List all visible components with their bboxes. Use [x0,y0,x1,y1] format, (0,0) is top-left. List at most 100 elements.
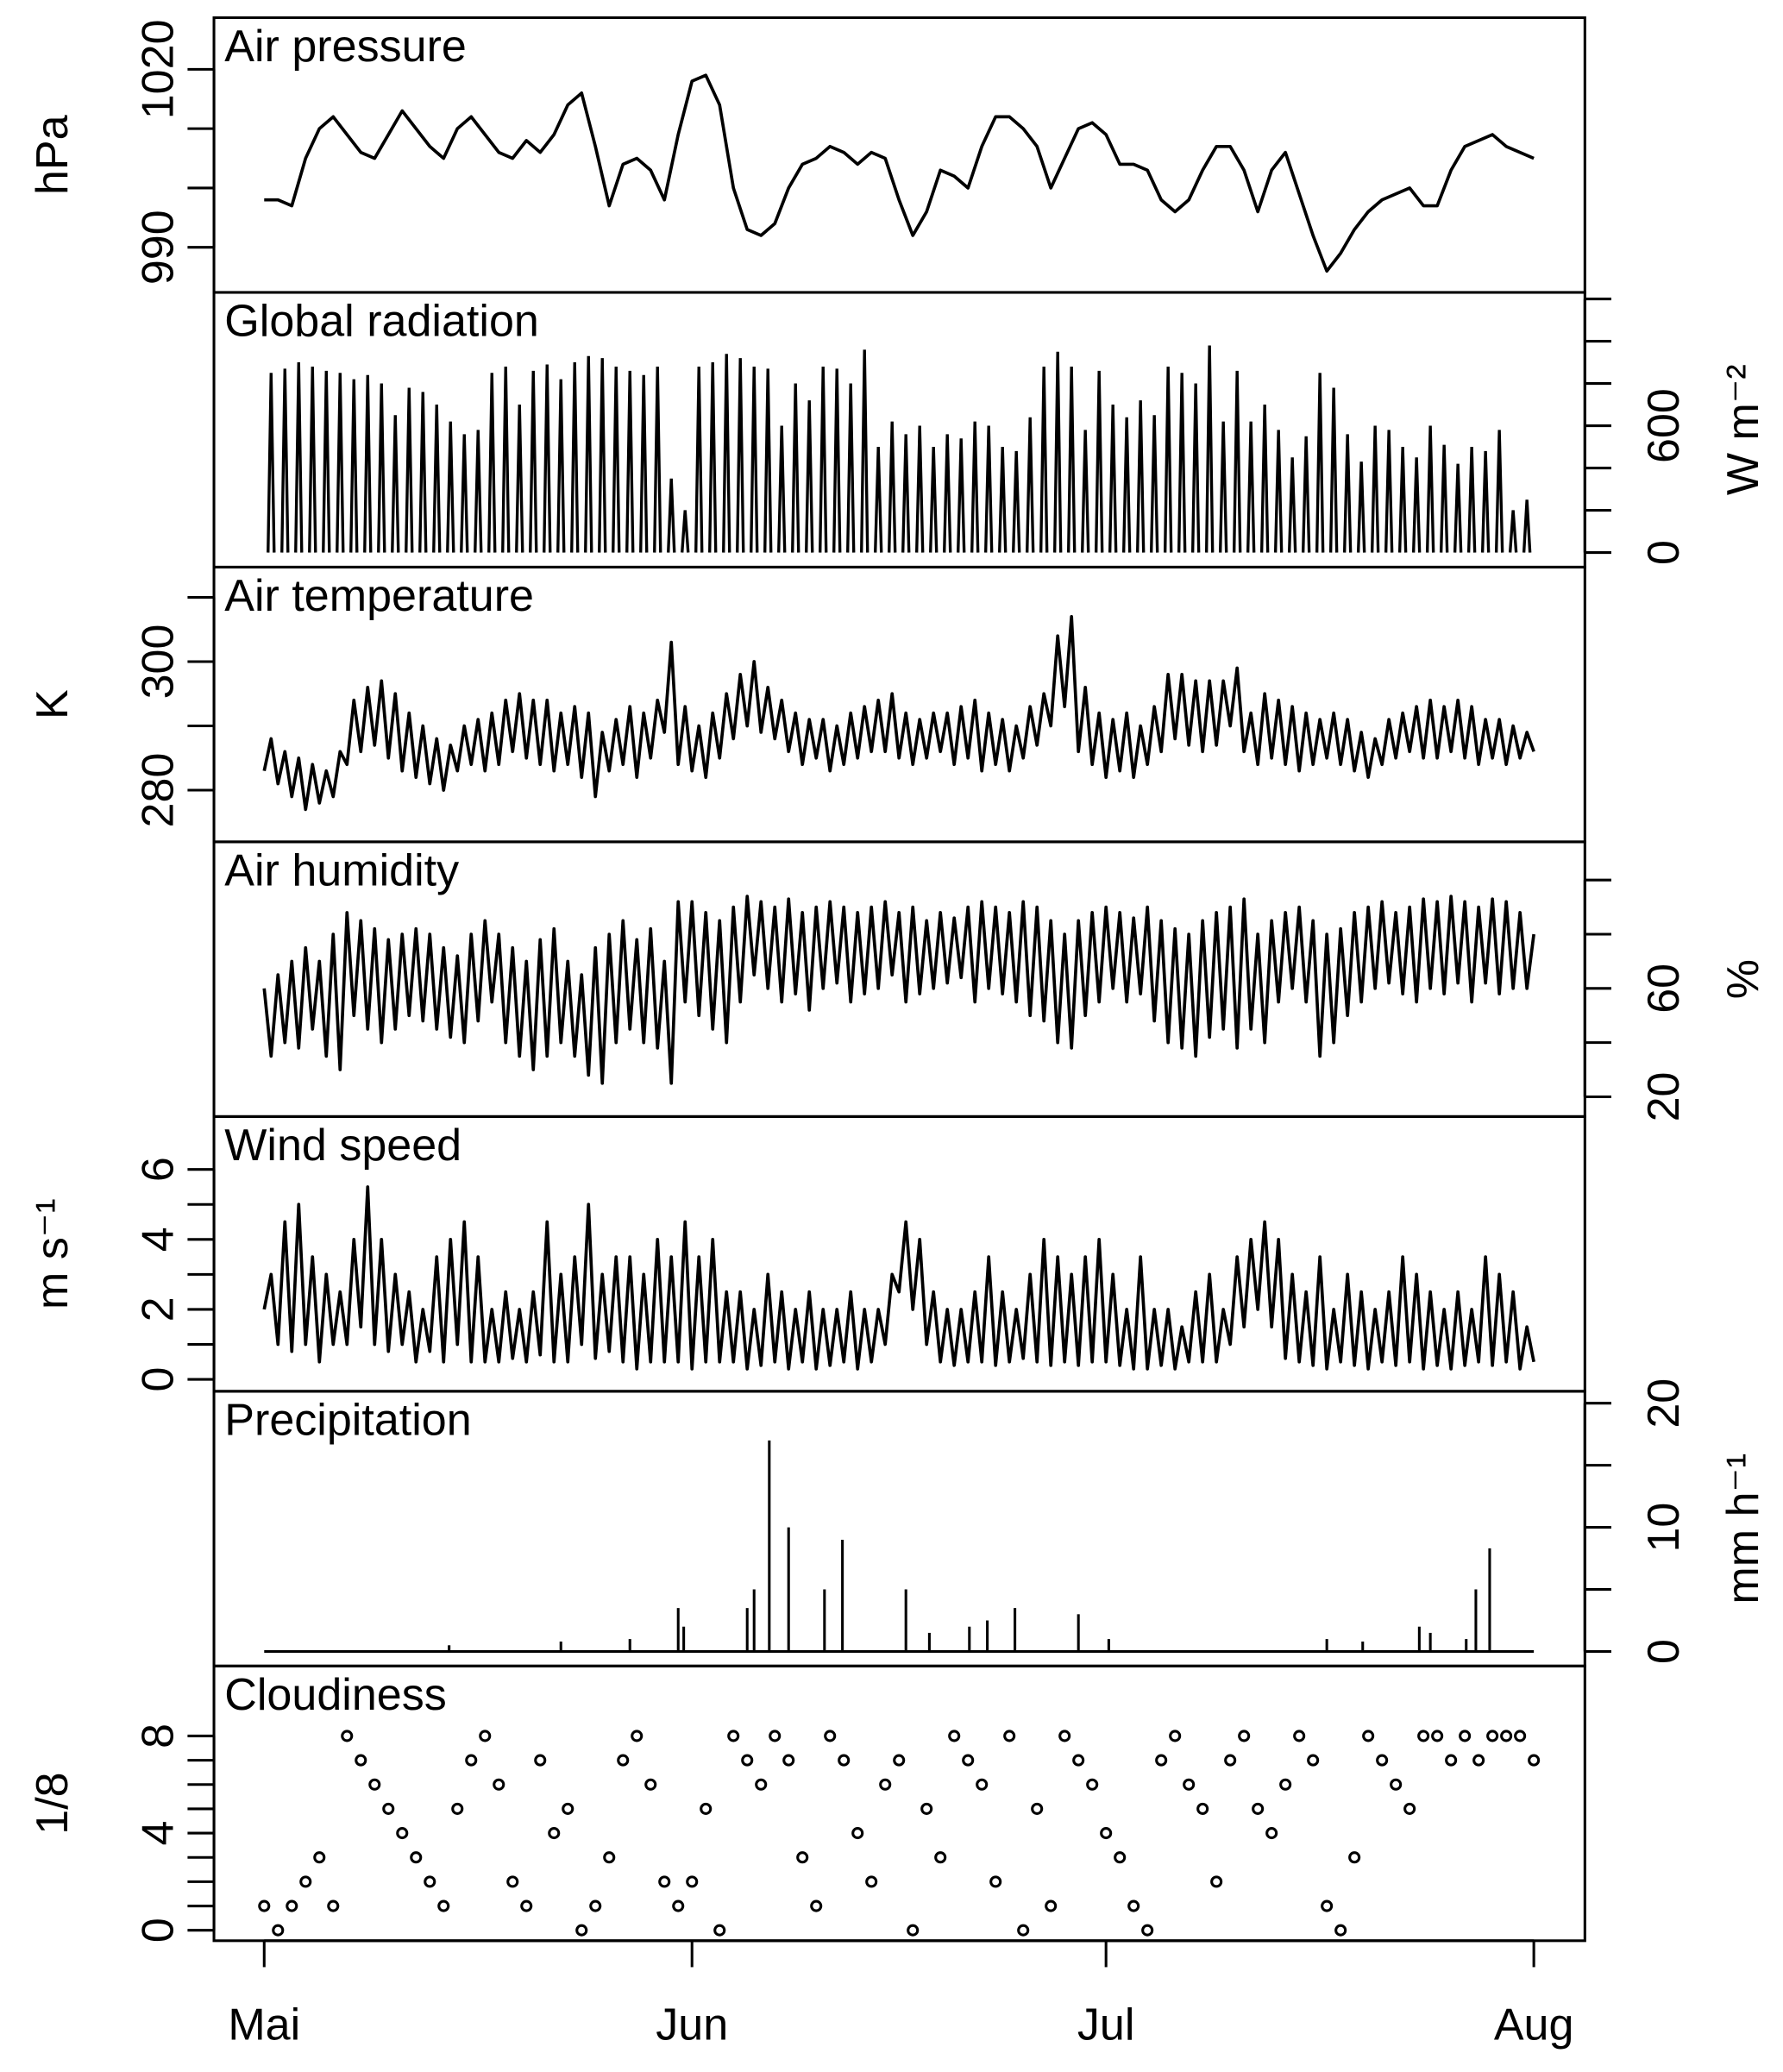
cloud-point [644,1778,657,1791]
radiation-spike [349,379,359,553]
y-tick-label: 600 [1639,388,1689,463]
radiation-spike [1287,457,1297,553]
cloud-point [299,1875,312,1888]
radiation-spike [322,370,331,553]
radiation-spike [1163,366,1173,553]
cloud-point [1376,1754,1389,1767]
cloud-point [493,1778,505,1791]
radiation-spike [708,362,718,553]
radiation-spike [888,421,897,553]
radiation-spike [694,366,704,553]
cloud-point [851,1827,864,1840]
cloud-point [755,1778,768,1791]
cloud-point [424,1875,436,1888]
radiation-spike [584,355,593,553]
cloud-point [451,1802,464,1815]
cloud-point [976,1778,989,1791]
panel-title: Air pressure [224,22,467,72]
radiation-spike [1522,499,1532,553]
radiation-spike [942,434,952,553]
cloud-point [1417,1730,1430,1742]
radiation-spike [1315,373,1325,553]
cloud-point [1403,1802,1416,1815]
radiation-spike [280,368,290,553]
radiation-spike [1094,370,1104,553]
radiation-spike [501,366,511,553]
x-tick-label: Aug [1494,2000,1574,2050]
cloud-point [1045,1899,1058,1912]
y-tick-label: 0 [1639,540,1689,565]
cloud-point [1127,1899,1140,1912]
radiation-spike [529,370,538,553]
cloud-point [1238,1730,1251,1742]
radiation-spike [901,434,911,553]
y-tick-label: 8 [134,1724,184,1749]
cloud-point [1265,1827,1278,1840]
cloud-point [534,1754,547,1767]
radiation-spike [487,373,497,553]
y-axis-label: K [28,689,78,719]
radiation-spike [1273,430,1284,553]
radiation-spike [1466,447,1477,553]
y-tick-label: 10 [1639,1503,1689,1553]
radiation-spike [681,510,690,553]
cloud-point [589,1899,602,1912]
cloud-point [506,1875,519,1888]
cloud-point [313,1851,326,1864]
radiation-spike [474,430,483,553]
radiation-spike [1149,415,1159,553]
cloud-point [1224,1754,1237,1767]
radiation-spike [556,379,566,553]
cloud-point [879,1778,892,1791]
radiation-spike [1397,447,1408,553]
radiation-spike [1052,351,1063,553]
radiation-spike [405,387,414,553]
cloud-point [1169,1730,1182,1742]
radiation-spike [308,366,317,553]
radiation-spike [928,447,939,553]
radiation-spike [543,364,552,553]
cloud-point [1362,1730,1375,1742]
radiation-spike [515,405,524,553]
y-tick-label: 4 [134,1227,184,1252]
x-tick-label: Jul [1077,2000,1135,2050]
series-line [262,895,1535,1085]
radiation-spike [598,358,607,553]
cloud-point [286,1899,298,1912]
y-axis-label: mm h⁻¹ [1718,1454,1768,1604]
radiation-spike [956,438,966,553]
y-tick-label: 6 [134,1157,184,1182]
cloud-point [1528,1754,1541,1767]
radiation-spike [267,373,276,553]
radiation-spike [832,368,842,553]
radiation-spike [874,447,883,553]
cloud-point [1348,1851,1361,1864]
radiation-spike [1425,425,1435,553]
radiation-spike [791,383,800,553]
x-tick-label: Jun [656,2000,728,2050]
radiation-spike [1025,417,1035,553]
radiation-spike [391,415,400,553]
y-tick-label: 20 [1639,1072,1689,1122]
cloud-point [382,1802,395,1815]
cloud-point [838,1754,851,1767]
radiation-spike [1439,444,1449,553]
radiation-spike [1342,434,1353,553]
cloud-point [617,1754,630,1767]
cloud-point [465,1754,478,1767]
radiation-spike [722,354,731,553]
cloud-point [1017,1924,1030,1937]
radiation-spike [805,400,814,553]
radiation-spike [1108,405,1118,553]
series-line [264,73,1535,273]
radiation-spike [750,366,759,553]
cloud-point [713,1924,726,1937]
cloud-point [575,1924,588,1937]
radiation-spike [1508,510,1518,553]
cloud-point [479,1730,492,1742]
radiation-spike [846,383,856,553]
cloud-point [1500,1730,1513,1742]
cloud-point [824,1730,837,1742]
radiation-spike [1453,463,1463,553]
